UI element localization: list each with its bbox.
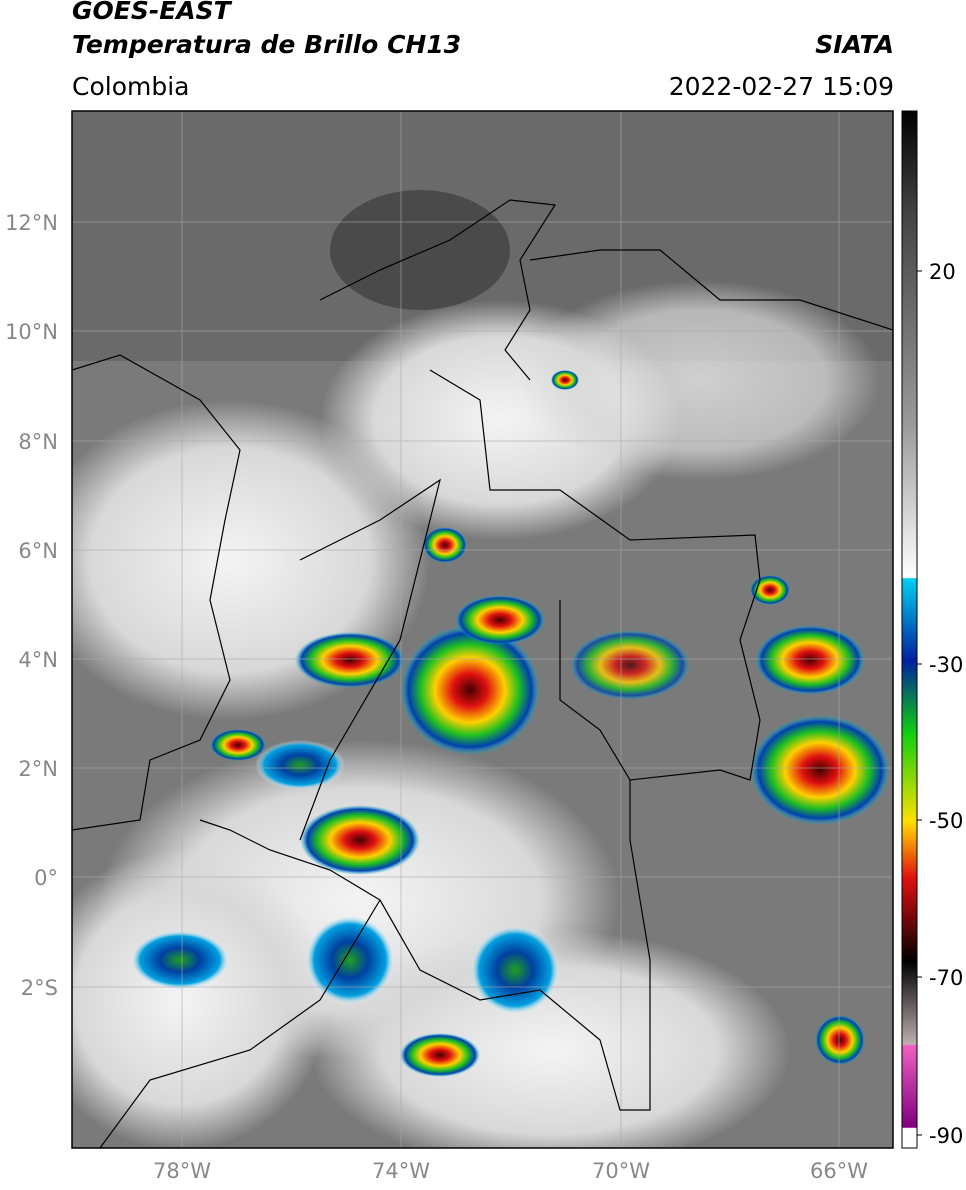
lat-label: 2°S bbox=[21, 976, 58, 1000]
region: Colombia bbox=[72, 72, 190, 101]
colorbar-tick-label: -30 bbox=[929, 653, 963, 677]
satellite-image bbox=[72, 111, 893, 1148]
lon-label: 78°W bbox=[153, 1159, 211, 1183]
agency: SIATA bbox=[815, 30, 894, 59]
colorbar bbox=[901, 110, 918, 1149]
lat-label: 6°N bbox=[18, 539, 58, 563]
lon-label: 70°W bbox=[592, 1159, 650, 1183]
colorbar-tick-label: -50 bbox=[929, 809, 963, 833]
lat-label: 8°N bbox=[18, 430, 58, 454]
lat-label: 12°N bbox=[5, 211, 58, 235]
satellite-title: GOES-EAST bbox=[72, 0, 231, 25]
lat-label: 2°N bbox=[18, 757, 58, 781]
product-title: Temperatura de Brillo CH13 bbox=[72, 30, 462, 59]
datetime: 2022-02-27 15:09 bbox=[668, 72, 894, 101]
colorbar-tick-label: -90 bbox=[929, 1124, 963, 1148]
lat-label: 0° bbox=[34, 866, 58, 890]
colorbar-tick-label: -70 bbox=[929, 966, 963, 990]
lat-label: 4°N bbox=[18, 648, 58, 672]
map-frame bbox=[71, 110, 894, 1149]
lon-label: 74°W bbox=[372, 1159, 430, 1183]
lon-label: 66°W bbox=[810, 1159, 868, 1183]
lat-label: 10°N bbox=[5, 320, 58, 344]
colorbar-tick-label: 20 bbox=[929, 260, 956, 284]
